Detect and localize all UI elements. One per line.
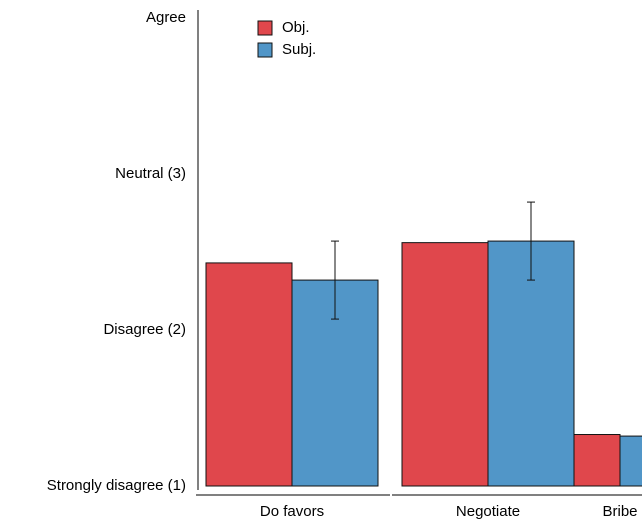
y-tick-label: Disagree (2) xyxy=(103,321,186,338)
x-axis: Do favors Negotiate Bribe xyxy=(196,494,642,520)
bar-subj-1 xyxy=(487,240,575,487)
y-tick-label: Neutral (3) xyxy=(115,165,186,182)
x-tick-label: Do favors xyxy=(260,503,324,520)
legend-label: Obj. xyxy=(282,19,310,36)
bar-subj-2 xyxy=(619,435,642,487)
bars xyxy=(205,240,642,487)
bar-obj-0 xyxy=(205,262,293,487)
legend: Obj. Subj. xyxy=(257,19,316,58)
y-axis: Strongly disagree (1) Disagree (2) Neutral… xyxy=(47,9,199,494)
legend-swatch xyxy=(257,20,273,36)
legend-swatch xyxy=(257,42,273,58)
y-tick-label: Agree xyxy=(146,9,186,26)
error-bars xyxy=(331,201,535,320)
bar-obj-1 xyxy=(401,242,489,487)
legend-label: Subj. xyxy=(282,41,316,58)
x-tick-label: Bribe xyxy=(602,503,637,520)
x-tick-label: Negotiate xyxy=(456,503,520,520)
y-tick-label: Strongly disagree (1) xyxy=(47,477,186,494)
